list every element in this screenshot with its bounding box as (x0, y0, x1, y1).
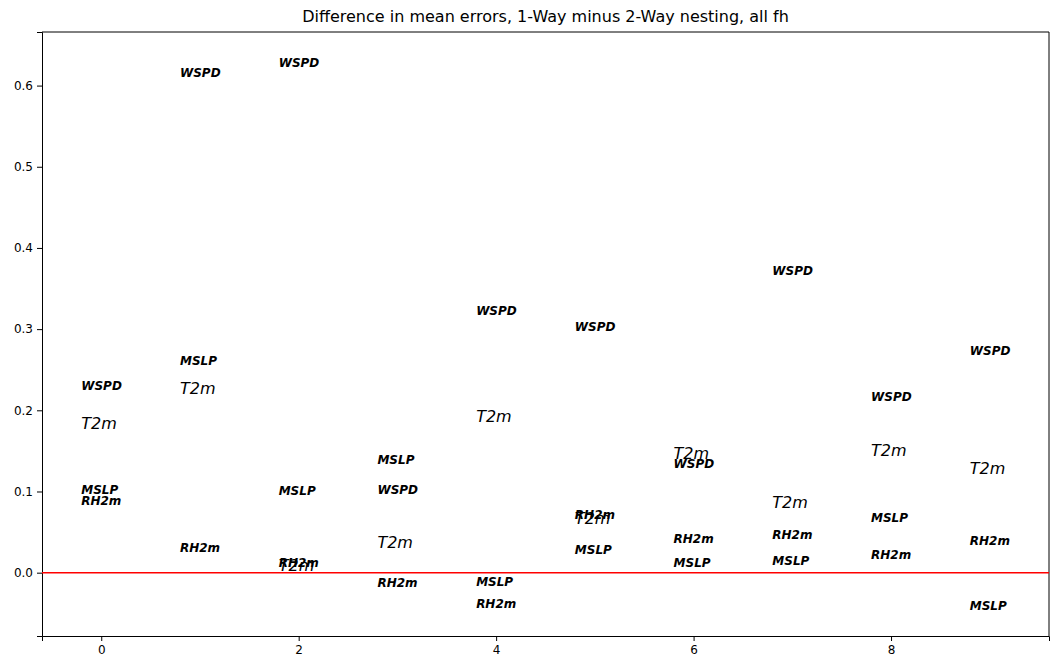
y-tick: 0.5 (14, 160, 42, 174)
text-marker: MSLP (476, 575, 513, 589)
text-marker: WSPD (476, 304, 517, 318)
frame-right (1049, 32, 1050, 636)
y-tick: 0.2 (14, 404, 42, 418)
series: WSPDWSPDWSPDWSPDWSPDWSPDWSPDWSPDWSPDWSPD (81, 56, 1010, 497)
plot: 0 2 4 6 8 0.0 0.1 0.2 0.3 0.4 0.5 0.6 WSPD WSPD WSPD WS… (14, 32, 1050, 657)
chart: 0 2 4 6 8 0.0 0.1 0.2 0.3 0.4 0.5 0.6 WSPD WSPD WSPD WS… (0, 0, 1062, 670)
x-tick-mark (299, 636, 300, 641)
text-marker: WSPD (377, 483, 418, 497)
x-tick: 8 (888, 636, 896, 657)
x-tick-mark (891, 636, 892, 641)
text-marker: RH2m (476, 597, 516, 611)
text-marker: T2m (377, 533, 413, 552)
series: T2mT2mT2mT2mT2mT2mT2mT2mT2mT2m (81, 379, 1005, 575)
x-tick: 4 (493, 636, 501, 657)
text-marker: WSPD (180, 66, 221, 80)
x-tick: 0 (98, 636, 106, 657)
y-tick: 0.6 (14, 79, 42, 93)
text-marker: MSLP (871, 511, 908, 525)
y-tick-label: 0.6 (14, 79, 33, 93)
y-tick-label: 0.0 (14, 566, 33, 580)
y-tick: 0.0 (14, 566, 42, 580)
text-marker: T2m (674, 444, 710, 463)
reference-line (42, 572, 1049, 574)
marks: WSPDWSPDWSPDWSPDWSPDWSPDWSPDWSPDWSPDWSPD… (42, 56, 1049, 613)
series: RH2m RH2m RH2m RH2m RH2m RH2m RH2m RH2m RH2m RH2m (81, 494, 1010, 611)
text-marker: RH2m (772, 528, 812, 542)
x-tick-mark (101, 636, 102, 641)
y-tick-mark (37, 573, 42, 574)
text-marker: T2m (970, 459, 1006, 478)
text-marker: RH2m (871, 548, 911, 562)
text-marker: RH2m (377, 576, 417, 590)
text-marker: RH2m (81, 494, 121, 508)
y-tick: 0.1 (14, 485, 42, 499)
y-tick-mark (37, 167, 42, 168)
y-axis-line (37, 33, 43, 637)
x-tick-mark (496, 636, 497, 641)
y-tick-mark (37, 329, 42, 330)
text-marker: WSPD (772, 264, 813, 278)
x-tick-label: 6 (690, 643, 698, 657)
text-marker: WSPD (970, 344, 1011, 358)
x-tick-label: 2 (295, 643, 303, 657)
text-marker: RH2m (279, 556, 319, 570)
y-tick: 0.3 (14, 322, 42, 336)
x-tick: 2 (295, 636, 303, 657)
y-tick: 0.4 (14, 241, 42, 255)
y-tick-label: 0.1 (14, 485, 33, 499)
y-tick-label: 0.4 (14, 241, 33, 255)
text-marker: RH2m (970, 534, 1010, 548)
text-marker: MSLP (970, 599, 1007, 613)
x-tick-label: 0 (98, 643, 106, 657)
text-marker: MSLP (674, 556, 711, 570)
text-marker: WSPD (575, 320, 616, 334)
text-marker: WSPD (81, 379, 122, 393)
text-marker: T2m (871, 441, 907, 460)
text-marker: T2m (81, 414, 117, 433)
y-tick-mark (37, 86, 42, 87)
y-tick-label: 0.3 (14, 322, 33, 336)
text-marker: T2m (476, 407, 512, 426)
y-tick-mark (37, 491, 42, 492)
text-marker: WSPD (279, 56, 320, 70)
y-tick-mark (37, 410, 42, 411)
y-tick-label: 0.5 (14, 160, 33, 174)
text-marker: RH2m (180, 541, 220, 555)
x-axis: 0 2 4 6 8 (43, 636, 1050, 657)
x-tick-label: 8 (888, 643, 896, 657)
frame-top (42, 32, 1049, 33)
text-marker: MSLP (180, 354, 217, 368)
x-axis-line (43, 637, 1050, 642)
text-marker: T2m (772, 493, 808, 512)
y-axis: 0.0 0.1 0.2 0.3 0.4 0.5 0.6 (14, 33, 43, 637)
text-marker: MSLP (575, 543, 612, 557)
text-marker: MSLP (279, 484, 316, 498)
text-marker: MSLP (772, 554, 809, 568)
y-tick-label: 0.2 (14, 404, 33, 418)
title: Difference in mean errors, 1-Way minus 2… (302, 7, 789, 26)
x-tick-mark (694, 636, 695, 641)
text-marker: WSPD (871, 390, 912, 404)
x-tick: 6 (690, 636, 698, 657)
text-marker: MSLP (377, 453, 414, 467)
text-marker: T2m (180, 379, 216, 398)
x-tick-label: 4 (493, 643, 501, 657)
text-marker: RH2m (575, 508, 615, 522)
y-tick-mark (37, 248, 42, 249)
series: MSLPMSLPMSLPMSLPMSLPMSLPMSLPMSLPMSLPMSLP (81, 354, 1007, 613)
text-marker: RH2m (674, 532, 714, 546)
